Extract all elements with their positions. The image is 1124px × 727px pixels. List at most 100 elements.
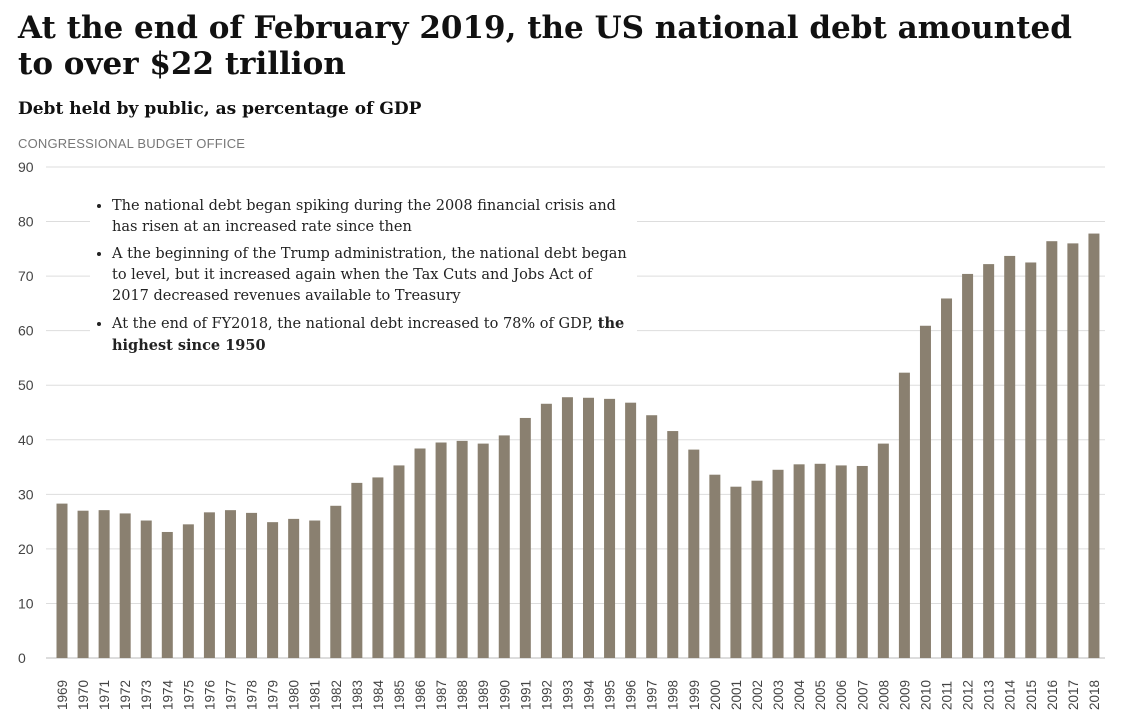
- y-tick-label: 0: [18, 650, 26, 666]
- x-tick-label: 1976: [202, 680, 217, 710]
- x-tick-label: 1994: [582, 679, 597, 710]
- bar-1975: [182, 524, 194, 658]
- x-tick-label: 1973: [139, 680, 154, 710]
- x-tick-label: 1984: [371, 679, 386, 710]
- bar-2013: [983, 264, 995, 658]
- bar-2014: [1004, 255, 1016, 659]
- x-tick-label: 2009: [897, 680, 912, 710]
- x-tick-label: 2017: [1066, 680, 1081, 710]
- bar-1996: [625, 402, 637, 658]
- x-tick-label: 2015: [1024, 680, 1039, 710]
- x-tick-label: 1999: [687, 680, 702, 710]
- x-tick-label: 1988: [455, 680, 470, 710]
- annotation-item-1: The national debt began spiking during t…: [112, 196, 629, 238]
- bar-1992: [540, 403, 552, 658]
- x-tick-label: 2011: [940, 681, 955, 710]
- bar-2002: [751, 480, 763, 658]
- x-tick-label: 1979: [266, 680, 281, 710]
- bar-1981: [309, 520, 321, 658]
- y-tick-label: 40: [18, 432, 34, 448]
- y-tick-label: 70: [18, 268, 34, 284]
- x-tick-label: 1981: [308, 680, 323, 710]
- x-tick-label: 1989: [476, 680, 491, 710]
- bar-1988: [456, 440, 468, 658]
- bar-1969: [56, 503, 68, 658]
- x-tick-label: 1983: [350, 680, 365, 710]
- x-tick-label: 1985: [392, 680, 407, 710]
- x-tick-label: 2002: [750, 680, 765, 710]
- x-tick-label: 2001: [729, 680, 744, 710]
- x-tick-label: 1990: [497, 680, 512, 710]
- bar-1983: [351, 482, 363, 658]
- x-tick-label: 1969: [55, 680, 70, 710]
- bar-1995: [604, 398, 616, 658]
- bar-2018: [1088, 233, 1100, 658]
- y-tick-label: 60: [18, 323, 34, 339]
- bar-2015: [1025, 262, 1037, 658]
- annotation-text-1: The national debt began spiking during t…: [112, 198, 616, 235]
- x-tick-label: 1974: [160, 679, 175, 710]
- bar-2004: [793, 464, 805, 658]
- x-tick-label: 1986: [413, 680, 428, 710]
- bar-2006: [835, 465, 847, 658]
- annotation-text-3: At the end of FY2018, the national debt …: [112, 316, 598, 332]
- annotation-item-2: A the beginning of the Trump administrat…: [112, 244, 629, 307]
- x-tick-label: 1992: [539, 680, 554, 710]
- y-tick-label: 80: [18, 214, 34, 230]
- x-tick-label: 1977: [223, 680, 238, 710]
- x-tick-label: 2012: [961, 680, 976, 710]
- bar-1986: [414, 448, 426, 658]
- x-tick-label: 2005: [813, 680, 828, 710]
- bar-1982: [330, 505, 342, 658]
- bar-2017: [1067, 243, 1079, 658]
- bar-1999: [688, 449, 700, 658]
- bar-1984: [372, 477, 384, 658]
- bar-1979: [267, 522, 279, 658]
- bar-1980: [288, 518, 300, 658]
- bars: [56, 233, 1100, 659]
- bar-2009: [898, 372, 910, 658]
- x-tick-label: 2013: [982, 680, 997, 710]
- x-tick-label: 1991: [518, 680, 533, 710]
- x-tick-label: 2004: [792, 679, 807, 710]
- bar-1971: [98, 510, 110, 658]
- bar-2008: [877, 443, 889, 658]
- bar-1978: [246, 512, 258, 658]
- bar-2000: [709, 474, 721, 658]
- y-tick-label: 50: [18, 377, 34, 393]
- x-tick-label: 1971: [97, 680, 112, 710]
- bar-2010: [919, 325, 931, 658]
- x-tick-label: 1978: [245, 680, 260, 710]
- chart-title: At the end of February 2019, the US nati…: [18, 10, 1072, 82]
- bar-1972: [119, 513, 131, 658]
- bar-2007: [856, 465, 868, 658]
- bar-1977: [224, 510, 236, 658]
- annotation-highlight: the highest since 1950: [112, 315, 625, 354]
- bar-1993: [561, 397, 573, 658]
- bar-1991: [519, 417, 531, 658]
- x-tick-label: 2003: [771, 680, 786, 710]
- bar-1990: [498, 435, 510, 658]
- x-axis-ticks: 1969 1970 1971 1972 1973 1974 1975 1976 1977 1978…: [55, 679, 1102, 710]
- x-tick-label: 2006: [834, 680, 849, 710]
- x-tick-label: 1982: [329, 680, 344, 710]
- bar-2005: [814, 463, 826, 658]
- x-tick-label: 1996: [624, 680, 639, 710]
- x-tick-label: 1970: [76, 680, 91, 710]
- bar-1987: [435, 442, 447, 658]
- bar-2011: [941, 298, 953, 658]
- x-tick-label: 1972: [118, 680, 133, 710]
- y-tick-label: 20: [18, 541, 34, 557]
- x-tick-label: 2007: [855, 680, 870, 710]
- annotation-box: The national debt began spiking during t…: [90, 192, 637, 369]
- bar-1974: [161, 531, 173, 658]
- bar-1989: [477, 443, 489, 658]
- x-tick-label: 1975: [181, 680, 196, 710]
- bar-2003: [772, 469, 784, 658]
- bar-2001: [730, 486, 742, 658]
- x-tick-label: 2016: [1045, 680, 1060, 710]
- y-axis-ticks: 0 10 20 30 40 50 60 70 80 90: [18, 159, 34, 666]
- chart-subtitle: Debt held by public, as percentage of GD…: [18, 99, 422, 119]
- bar-1985: [393, 465, 405, 658]
